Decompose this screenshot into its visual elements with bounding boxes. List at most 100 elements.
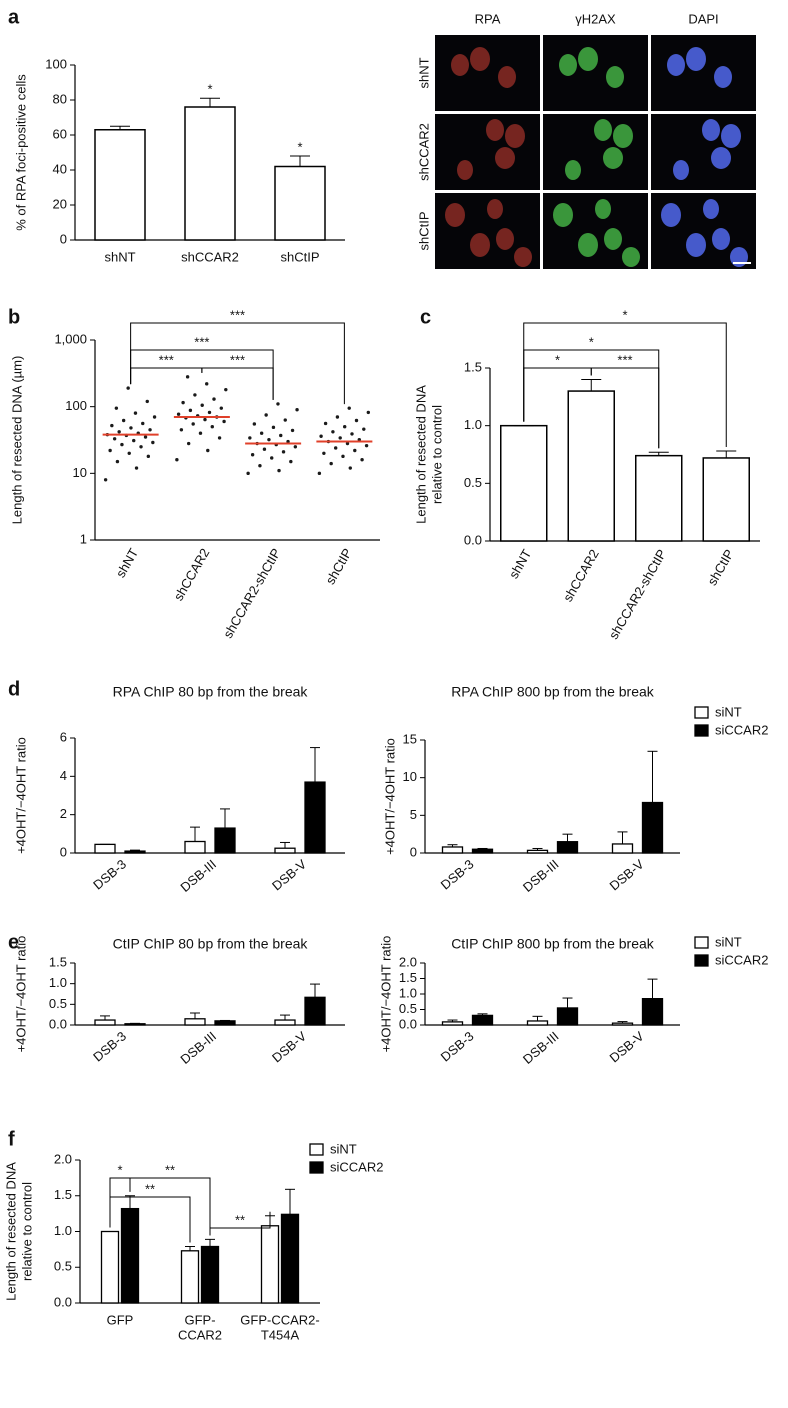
y-tick-label: 1,000 bbox=[54, 331, 87, 346]
point bbox=[357, 437, 361, 442]
x-tick-label: DSB-3 bbox=[438, 856, 477, 892]
nucleus bbox=[578, 47, 598, 71]
legend-swatch bbox=[694, 936, 709, 949]
legend-label: siNT bbox=[330, 1141, 357, 1156]
bar bbox=[184, 1018, 206, 1026]
y-tick-label: 10 bbox=[73, 465, 87, 480]
point bbox=[329, 461, 333, 466]
point bbox=[341, 454, 345, 459]
y-tick-label: 40 bbox=[53, 161, 67, 176]
bar bbox=[641, 801, 664, 854]
point bbox=[108, 448, 112, 453]
error-bar bbox=[617, 1021, 628, 1024]
column-label: γH2AX bbox=[575, 11, 616, 26]
error-bar bbox=[190, 826, 200, 842]
y-tick-label: 1.5 bbox=[49, 954, 67, 969]
y-tick-label: 1.5 bbox=[54, 1187, 72, 1202]
y-tick-label: 0.5 bbox=[464, 475, 482, 490]
point bbox=[120, 442, 124, 447]
significance: *** bbox=[230, 352, 245, 367]
y-tick-label: 0.0 bbox=[464, 532, 482, 547]
error-bar bbox=[185, 1246, 195, 1251]
error-bar bbox=[190, 1012, 200, 1019]
point bbox=[262, 447, 267, 451]
bar bbox=[641, 998, 664, 1026]
point bbox=[186, 441, 191, 446]
micrograph bbox=[435, 35, 540, 111]
nucleus bbox=[613, 124, 633, 148]
point bbox=[335, 415, 340, 419]
x-tick-label: DSB-3 bbox=[438, 1028, 477, 1064]
point bbox=[250, 453, 255, 457]
point bbox=[148, 428, 152, 432]
bar bbox=[471, 1014, 494, 1026]
y-tick-label: 20 bbox=[53, 196, 67, 211]
point bbox=[317, 471, 322, 476]
legend-label: siCCAR2 bbox=[715, 722, 768, 737]
significance: ** bbox=[165, 1162, 175, 1177]
point bbox=[203, 417, 207, 422]
error-bar bbox=[716, 450, 737, 458]
y-axis-label: relative to control bbox=[429, 405, 444, 504]
bar bbox=[274, 847, 296, 854]
x-tick-label: DSB-III bbox=[177, 856, 219, 894]
point bbox=[290, 428, 295, 433]
point bbox=[258, 464, 262, 468]
comparison-bracket bbox=[130, 349, 274, 400]
y-axis-label: relative to control bbox=[19, 1182, 34, 1281]
bar bbox=[526, 1020, 549, 1026]
error-bar bbox=[447, 1019, 458, 1022]
panel-letter: c bbox=[420, 306, 431, 328]
significance: *** bbox=[194, 334, 209, 349]
point bbox=[217, 436, 222, 440]
point bbox=[347, 406, 351, 410]
error-bar bbox=[310, 747, 320, 783]
point bbox=[179, 428, 184, 432]
point bbox=[279, 433, 283, 438]
point bbox=[246, 471, 250, 476]
point bbox=[289, 459, 293, 464]
nucleus bbox=[498, 66, 516, 88]
point bbox=[143, 435, 148, 439]
point bbox=[188, 408, 193, 413]
significance: * bbox=[589, 334, 594, 349]
bar bbox=[124, 850, 146, 854]
column-label: RPA bbox=[475, 11, 501, 26]
nucleus bbox=[496, 228, 514, 250]
chart-title: RPA ChIP 800 bp from the break bbox=[451, 684, 655, 700]
nucleus bbox=[712, 228, 730, 250]
point bbox=[121, 418, 126, 423]
point bbox=[200, 403, 204, 407]
x-tick-label: shCtIP bbox=[280, 249, 319, 264]
y-axis-label: Length of resected DNA (µm) bbox=[9, 356, 24, 525]
nucleus bbox=[661, 203, 681, 227]
point bbox=[353, 448, 357, 453]
point bbox=[146, 454, 151, 459]
point bbox=[117, 430, 121, 434]
nucleus bbox=[622, 247, 640, 267]
point bbox=[354, 418, 359, 423]
error-bar bbox=[562, 833, 573, 842]
x-tick-label: CCAR2 bbox=[178, 1327, 222, 1342]
bar bbox=[184, 106, 236, 241]
bar bbox=[184, 840, 206, 854]
y-tick-label: 60 bbox=[53, 126, 67, 141]
x-tick-label: DSB-3 bbox=[90, 856, 129, 892]
comparison-bracket bbox=[129, 1177, 211, 1236]
point bbox=[270, 456, 274, 460]
y-tick-label: 0 bbox=[60, 231, 67, 246]
bar bbox=[214, 1020, 236, 1026]
nucleus bbox=[451, 54, 469, 76]
point bbox=[267, 437, 271, 442]
point bbox=[343, 425, 347, 429]
nucleus bbox=[595, 199, 611, 219]
point bbox=[360, 458, 364, 462]
significance: * bbox=[297, 139, 302, 154]
significance: * bbox=[622, 307, 627, 322]
panel-letter: f bbox=[8, 1128, 15, 1150]
x-tick-label: DSB-3 bbox=[90, 1028, 129, 1064]
comparison-bracket bbox=[109, 1196, 191, 1243]
nucleus bbox=[495, 147, 515, 169]
nucleus bbox=[487, 199, 503, 219]
